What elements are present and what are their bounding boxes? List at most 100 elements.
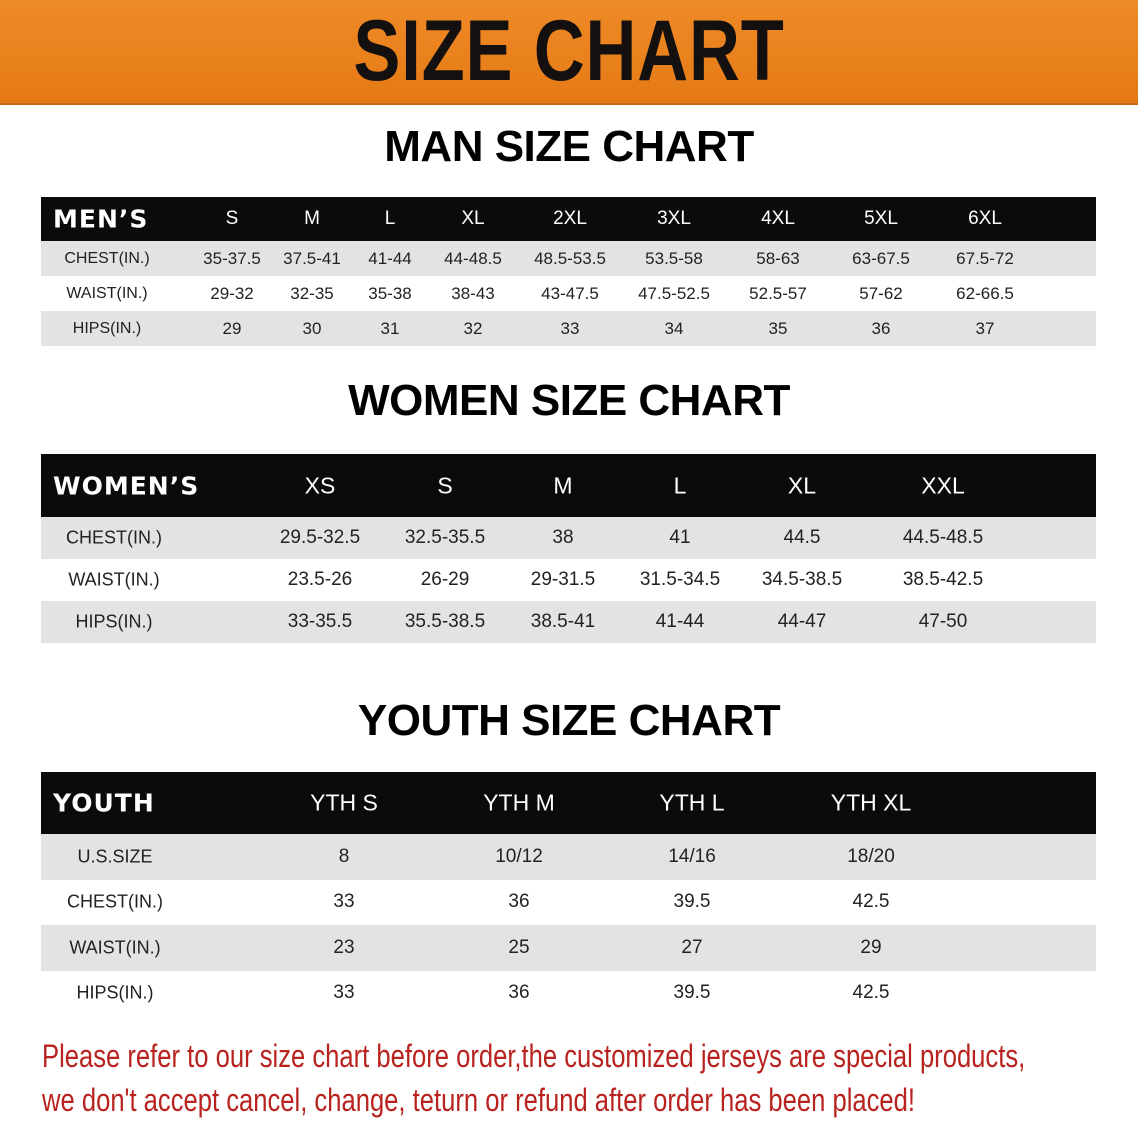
size-column-header: L xyxy=(673,472,687,498)
measurement-cell: 38.5-41 xyxy=(530,611,596,632)
measurement-cell: 48.5-53.5 xyxy=(534,248,606,268)
measurement-cell: 53.5-58 xyxy=(645,248,703,268)
row-label: U.S.SIZE xyxy=(77,846,153,867)
row-label: HIPS(IN.) xyxy=(72,319,142,337)
measurement-cell: 35-38 xyxy=(368,283,412,303)
measurement-cell: 32.5-35.5 xyxy=(404,527,486,548)
size-chart-banner: SIZE CHART xyxy=(0,0,1138,105)
row-label: HIPS(IN.) xyxy=(76,982,154,1003)
measurement-cell: 67.5-72 xyxy=(956,248,1014,268)
measurement-cell: 33-35.5 xyxy=(287,611,353,632)
table-row: WAIST(IN.) 23 25 27 29 xyxy=(41,925,1096,971)
measurement-cell: 27 xyxy=(681,936,703,958)
size-column-header: XL xyxy=(787,472,817,498)
measurement-cell: 35-37.5 xyxy=(203,248,261,268)
measurement-cell: 44-47 xyxy=(777,611,827,632)
table-row: CHEST(IN.) 33 36 39.5 42.5 xyxy=(41,879,1096,925)
measurement-cell: 44.5-48.5 xyxy=(902,527,984,548)
measurement-cell: 36 xyxy=(508,891,530,913)
measurement-cell: 36 xyxy=(508,982,530,1004)
table-row: HIPS(IN.) 33-35.5 35.5-38.5 38.5-41 41-44 44-… xyxy=(41,601,1096,643)
measurement-cell: 41 xyxy=(669,527,691,548)
measurement-cell: 44-48.5 xyxy=(444,248,502,268)
size-column-header: S xyxy=(437,472,453,498)
measurement-cell: 38.5-42.5 xyxy=(902,569,984,590)
table-row: HIPS(IN.) 33 36 39.5 42.5 xyxy=(41,970,1096,1016)
size-column-header: L xyxy=(384,208,396,229)
youth-size-table: YOUTH YTH S YTH M YTH L YTH XL U.S.SIZE 8 10/12… xyxy=(41,772,1096,1016)
measurement-cell: 10/12 xyxy=(495,845,543,867)
measurement-cell: 29 xyxy=(222,318,242,338)
measurement-cell: 31.5-34.5 xyxy=(639,569,721,590)
size-column-header: M xyxy=(553,472,573,498)
size-column-header: 2XL xyxy=(553,208,587,229)
measurement-cell: 23 xyxy=(333,936,355,958)
measurement-cell: 32 xyxy=(463,318,483,338)
measurement-cell: 14/16 xyxy=(668,845,716,867)
measurement-cell: 18/20 xyxy=(847,845,895,867)
youth-section-title: YOUTH SIZE CHART xyxy=(357,696,781,745)
table-header-label: MEN’S xyxy=(53,204,149,234)
banner-title: SIZE CHART xyxy=(353,3,785,99)
measurement-cell: 41-44 xyxy=(368,248,412,268)
measurement-cell: 37.5-41 xyxy=(283,248,341,268)
measurement-cell: 25 xyxy=(508,936,530,958)
measurement-cell: 37 xyxy=(975,318,995,338)
table-header-row: YOUTH YTH S YTH M YTH L YTH XL xyxy=(41,772,1096,834)
row-label: HIPS(IN.) xyxy=(75,611,153,632)
table-row: U.S.SIZE 8 10/12 14/16 18/20 xyxy=(41,834,1096,880)
size-column-header: YTH XL xyxy=(830,789,912,816)
measurement-cell: 34.5-38.5 xyxy=(761,569,843,590)
table-row: WAIST(IN.) 29-32 32-35 35-38 38-43 43-47.5 47.… xyxy=(41,276,1096,311)
size-column-header: 3XL xyxy=(657,208,691,229)
measurement-cell: 38 xyxy=(552,527,574,548)
table-header-row: WOMEN’S XS S M L XL XXL xyxy=(41,454,1096,517)
measurement-cell: 63-67.5 xyxy=(852,248,910,268)
size-column-header: 4XL xyxy=(761,208,795,229)
measurement-cell: 43-47.5 xyxy=(541,283,599,303)
size-column-header: S xyxy=(225,208,239,229)
measurement-cell: 29-32 xyxy=(210,283,254,303)
size-column-header: YTH M xyxy=(483,789,555,816)
measurement-cell: 58-63 xyxy=(756,248,800,268)
size-column-header: XS xyxy=(304,472,336,498)
size-column-header: XXL xyxy=(921,472,965,498)
size-column-header: 5XL xyxy=(864,208,898,229)
measurement-cell: 35.5-38.5 xyxy=(404,611,486,632)
measurement-cell: 29-31.5 xyxy=(530,569,596,590)
size-column-header: M xyxy=(304,208,320,229)
measurement-cell: 33 xyxy=(560,318,580,338)
measurement-cell: 32-35 xyxy=(290,283,334,303)
table-row: WAIST(IN.) 23.5-26 26-29 29-31.5 31.5-34.5 34… xyxy=(41,559,1096,601)
size-column-header: YTH L xyxy=(659,789,725,816)
table-row: HIPS(IN.) 29 30 31 32 33 34 35 36 37 xyxy=(41,311,1096,346)
table-header-row: MEN’S S M L XL 2XL 3XL 4XL 5XL 6XL xyxy=(41,197,1096,241)
measurement-cell: 31 xyxy=(380,318,400,338)
measurement-cell: 36 xyxy=(871,318,891,338)
measurement-cell: 44.5 xyxy=(783,527,821,548)
women-section-title: WOMEN SIZE CHART xyxy=(348,376,790,425)
measurement-cell: 33 xyxy=(333,982,355,1004)
table-header-label: WOMEN’S xyxy=(53,471,200,500)
measurement-cell: 62-66.5 xyxy=(956,283,1014,303)
size-column-header: YTH S xyxy=(310,789,378,816)
row-label: CHEST(IN.) xyxy=(67,891,163,912)
row-label: CHEST(IN.) xyxy=(66,527,162,548)
footer-notice-line-1: Please refer to our size chart before or… xyxy=(42,1038,1026,1074)
measurement-cell: 29.5-32.5 xyxy=(279,527,361,548)
measurement-cell: 29 xyxy=(860,936,882,958)
men-section-title: MAN SIZE CHART xyxy=(384,122,754,171)
measurement-cell: 26-29 xyxy=(420,569,470,590)
footer-notice-line-2: we don't accept cancel, change, teturn o… xyxy=(42,1082,915,1118)
size-column-header: 6XL xyxy=(968,208,1002,229)
measurement-cell: 8 xyxy=(338,845,350,867)
size-column-header: XL xyxy=(461,208,485,229)
row-label: WAIST(IN.) xyxy=(66,284,148,302)
measurement-cell: 39.5 xyxy=(673,982,711,1004)
women-size-table: WOMEN’S XS S M L XL XXL CHEST(IN.) 29.5-32.5 32.5… xyxy=(41,454,1096,643)
measurement-cell: 42.5 xyxy=(852,982,890,1004)
measurement-cell: 47-50 xyxy=(918,611,968,632)
row-label: WAIST(IN.) xyxy=(69,937,161,958)
measurement-cell: 33 xyxy=(333,891,355,913)
measurement-cell: 42.5 xyxy=(852,891,890,913)
